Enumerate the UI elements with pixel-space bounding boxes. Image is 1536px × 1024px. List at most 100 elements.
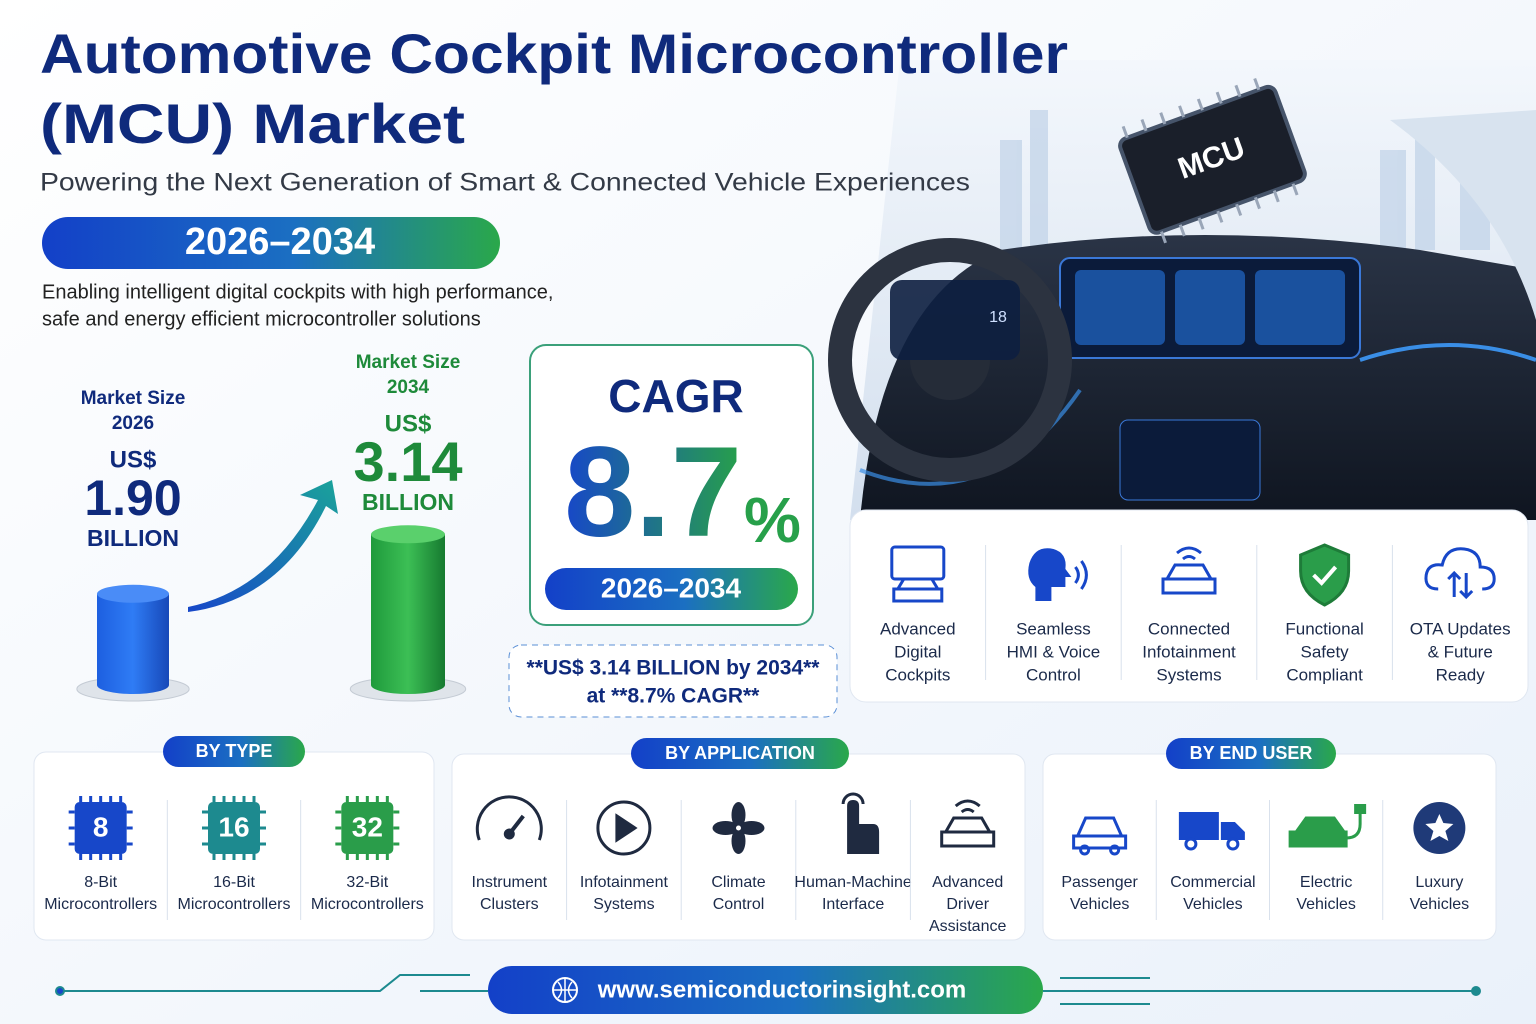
icon bbox=[1413, 802, 1466, 854]
market-label: Market Size bbox=[81, 388, 186, 409]
chip-pins bbox=[68, 796, 133, 860]
feature-label: Compliant bbox=[1286, 665, 1363, 684]
item-label: Infotainment bbox=[580, 874, 669, 891]
chip-icon bbox=[74, 802, 127, 854]
hero-image: 18 MCU bbox=[828, 60, 1536, 520]
summary: at **8.7% CAGR** bbox=[587, 685, 761, 708]
item-label: Clusters bbox=[480, 896, 539, 913]
summary: **US$ 3.14 BILLION by 2034** bbox=[527, 657, 821, 680]
section-title: BY END USER bbox=[1190, 743, 1313, 763]
feature-label: OTA Updates bbox=[1410, 619, 1511, 638]
feature-label: Control bbox=[1026, 665, 1081, 684]
icon bbox=[841, 792, 880, 854]
feature-label: HMI & Voice bbox=[1007, 642, 1101, 661]
cagr-value: 8.7 bbox=[564, 421, 742, 564]
item-label: Microcontrollers bbox=[311, 896, 424, 913]
item-label: Vehicles bbox=[1183, 896, 1243, 913]
display-reading: 18 bbox=[989, 309, 1007, 326]
icon bbox=[596, 800, 652, 856]
title: Automotive Cockpit Microcontroller bbox=[40, 22, 1068, 85]
feature-label: Functional bbox=[1285, 619, 1363, 638]
section-title: BY APPLICATION bbox=[665, 743, 815, 763]
item-label: Luxury bbox=[1415, 874, 1463, 891]
subtitle: Powering the Next Generation of Smart & … bbox=[40, 169, 970, 197]
globe-icon bbox=[553, 978, 577, 1002]
period: 2026–2034 bbox=[185, 221, 375, 263]
item-label: 8-Bit bbox=[84, 874, 117, 891]
cagr-title: CAGR bbox=[608, 370, 743, 422]
item-label: Interface bbox=[822, 896, 884, 913]
market-unit: BILLION bbox=[87, 525, 179, 551]
item-label: Systems bbox=[593, 896, 654, 913]
item-label: Instrument bbox=[472, 874, 548, 891]
item-label: Human-Machine bbox=[794, 874, 911, 891]
item-label: Assistance bbox=[929, 918, 1006, 935]
cylinder-top bbox=[371, 525, 445, 544]
item-label: Passenger bbox=[1061, 874, 1138, 891]
item-label: Vehicles bbox=[1410, 896, 1470, 913]
footer-lines bbox=[55, 974, 1481, 1005]
item-label: Vehicles bbox=[1070, 896, 1130, 913]
feature-label: Ready bbox=[1436, 665, 1486, 684]
cagr-unit: % bbox=[744, 484, 801, 556]
market-label: 2034 bbox=[387, 377, 430, 398]
feature-panel bbox=[849, 509, 1529, 703]
period-pill bbox=[42, 217, 500, 269]
cagr-period: 2026–2034 bbox=[601, 572, 742, 603]
item-label: Commercial bbox=[1170, 874, 1255, 891]
section-pill bbox=[1166, 738, 1336, 769]
feature-label: Safety bbox=[1300, 642, 1349, 661]
item-label: 32-Bit bbox=[346, 874, 388, 891]
icon bbox=[712, 802, 765, 854]
description: safe and energy efficient microcontrolle… bbox=[42, 308, 481, 330]
icon bbox=[1028, 548, 1088, 601]
market-value: 1.90 bbox=[84, 470, 181, 526]
feature-label: Systems bbox=[1156, 665, 1221, 684]
description: Enabling intelligent digital cockpits wi… bbox=[42, 281, 553, 303]
market-currency: US$ bbox=[385, 410, 432, 437]
cylinder-top bbox=[97, 584, 169, 603]
icon bbox=[940, 799, 996, 848]
icon bbox=[1161, 546, 1217, 595]
feature-label: Digital bbox=[894, 642, 941, 661]
chip-pins bbox=[202, 796, 266, 860]
icon bbox=[1299, 543, 1351, 607]
market-label: 2026 bbox=[112, 413, 154, 434]
market-cylinder bbox=[371, 534, 445, 694]
feature-label: & Future bbox=[1428, 642, 1493, 661]
item-label: Climate bbox=[711, 874, 765, 891]
item-label: 16-Bit bbox=[213, 874, 255, 891]
feature-label: Connected bbox=[1148, 619, 1230, 638]
title: (MCU) Market bbox=[40, 92, 465, 155]
cagr-box bbox=[529, 344, 814, 626]
feature-label: Infotainment bbox=[1142, 642, 1236, 661]
market-cylinder bbox=[97, 593, 169, 694]
section-title: BY TYPE bbox=[196, 741, 273, 761]
feature-label: Cockpits bbox=[885, 665, 950, 684]
feature-label: Seamless bbox=[1016, 619, 1091, 638]
icon bbox=[475, 795, 543, 841]
item-label: Control bbox=[713, 896, 765, 913]
cagr-period-pill bbox=[545, 568, 798, 610]
chip-text: 32 bbox=[352, 811, 383, 842]
market-label: Market Size bbox=[356, 352, 461, 373]
summary-box bbox=[508, 644, 838, 718]
chip-icon bbox=[208, 802, 260, 854]
icon bbox=[890, 545, 946, 603]
footer-url[interactable]: www.semiconductorinsight.com bbox=[597, 976, 966, 1003]
icon bbox=[1178, 812, 1245, 851]
growth-arrow bbox=[188, 480, 338, 612]
market-unit: BILLION bbox=[362, 489, 454, 515]
chip-text: 16 bbox=[218, 811, 249, 842]
item-label: Driver bbox=[946, 896, 989, 913]
icon bbox=[1072, 816, 1128, 856]
market-value: 3.14 bbox=[354, 430, 463, 493]
icon bbox=[1424, 547, 1496, 600]
chip-icon bbox=[341, 802, 394, 854]
market-currency: US$ bbox=[110, 446, 157, 473]
footer-pill[interactable] bbox=[488, 966, 1043, 1014]
chip-text: 8 bbox=[93, 811, 109, 842]
item-label: Vehicles bbox=[1296, 896, 1356, 913]
section-pill bbox=[631, 738, 849, 769]
